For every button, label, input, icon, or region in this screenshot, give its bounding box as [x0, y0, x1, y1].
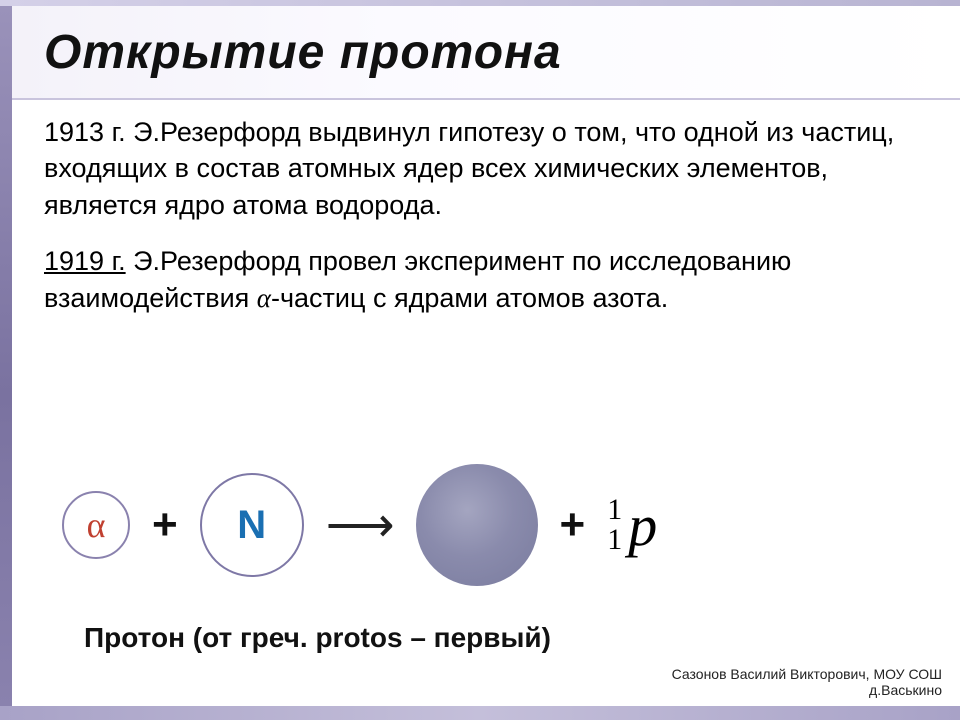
year-1913: 1913 г. — [44, 117, 126, 147]
bottom-rail — [0, 706, 960, 720]
reaction-diagram: α + N ⟶ + 1 1 p — [62, 450, 902, 600]
proton-atomic-number: 1 — [607, 525, 622, 555]
reaction-arrow: ⟶ — [326, 497, 394, 553]
proton-mass-number: 1 — [607, 495, 622, 525]
content-area: 1913 г. Э.Резерфорд выдвинул гипотезу о … — [44, 114, 914, 336]
para1-text: Э.Резерфорд выдвинул гипотезу о том, что… — [44, 117, 894, 220]
paragraph-2: 1919 г. Э.Резерфорд провел эксперимент п… — [44, 243, 914, 316]
slide-title: Открытие протона — [44, 25, 562, 80]
credit-line-1: Сазонов Василий Викторович, МОУ СОШ — [672, 666, 942, 682]
slide: Открытие протона 1913 г. Э.Резерфорд выд… — [0, 0, 960, 720]
title-underline — [12, 98, 960, 100]
paragraph-1: 1913 г. Э.Резерфорд выдвинул гипотезу о … — [44, 114, 914, 223]
nitrogen-circle: N — [200, 473, 304, 577]
etymology-caption: Протон (от греч. protos – первый) — [84, 622, 551, 654]
product-nucleus-circle — [416, 464, 538, 586]
proton-scripts: 1 1 — [607, 495, 622, 555]
author-credit: Сазонов Василий Викторович, МОУ СОШ д.Ва… — [672, 666, 942, 698]
title-band: Открытие протона — [12, 6, 960, 98]
left-rail — [0, 6, 12, 712]
para2-text-b: -частиц с ядрами атомов азота. — [271, 283, 668, 313]
alpha-symbol: α — [87, 504, 106, 546]
proton-symbol-group: 1 1 p — [607, 492, 657, 559]
credit-line-2: д.Васькино — [672, 682, 942, 698]
year-1919: 1919 г. — [44, 246, 126, 276]
plus-2: + — [560, 500, 586, 550]
plus-1: + — [152, 500, 178, 550]
alpha-inline: α — [257, 283, 271, 313]
nitrogen-symbol: N — [237, 503, 266, 548]
proton-letter: p — [628, 492, 657, 559]
alpha-particle-circle: α — [62, 491, 130, 559]
